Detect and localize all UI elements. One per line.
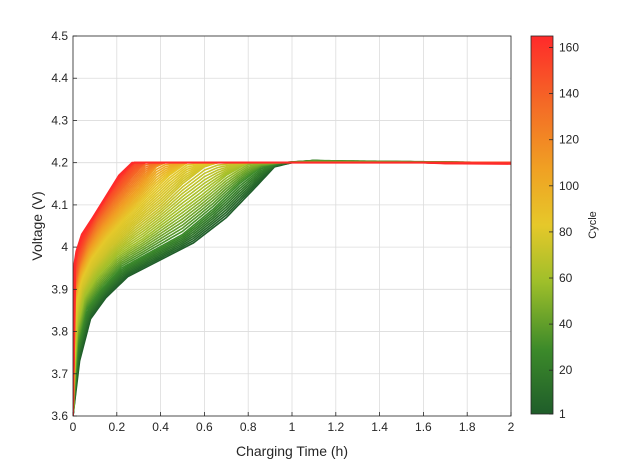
colorbar-tick-label: 20	[559, 363, 573, 377]
x-tick-label: 1.4	[371, 420, 388, 434]
colorbar-label: Cycle	[587, 211, 599, 239]
x-tick-label: 1.2	[327, 420, 344, 434]
x-axis-ticks: 0 0.2 0.4 0.6 0.8 1 1.2 1.4 1.6 1.8 2	[70, 412, 515, 434]
y-tick-label: 4.4	[51, 71, 68, 85]
y-tick-label: 4	[61, 240, 68, 254]
y-tick-label: 3.9	[51, 282, 68, 296]
y-tick-label: 4.1	[51, 198, 68, 212]
x-tick-label: 0.2	[108, 420, 125, 434]
y-axis-label: Voltage (V)	[29, 191, 45, 260]
y-tick-label: 3.6	[51, 409, 68, 423]
x-tick-label: 0	[70, 420, 77, 434]
colorbar-tick-label: 120	[559, 133, 579, 147]
y-tick-label: 4.5	[51, 29, 68, 43]
y-tick-label: 4.2	[51, 156, 68, 170]
colorbar-tick-label: 60	[559, 271, 573, 285]
y-tick-label: 3.8	[51, 325, 68, 339]
colorbar-tick-label: 160	[559, 41, 579, 55]
y-axis-ticks: 3.6 3.7 3.8 3.9 4 4.1 4.2 4.3 4.4 4.5	[51, 29, 77, 423]
colorbar	[530, 35, 554, 415]
x-tick-label: 0.6	[196, 420, 213, 434]
x-tick-label: 1.8	[459, 420, 476, 434]
y-tick-label: 4.3	[51, 113, 68, 127]
x-tick-label: 2	[508, 420, 515, 434]
x-tick-label: 1.6	[415, 420, 432, 434]
colorbar-tick-label: 1	[559, 407, 566, 421]
y-tick-label: 3.7	[51, 367, 68, 381]
x-axis-label: Charging Time (h)	[236, 443, 348, 459]
colorbar-tick-label: 140	[559, 87, 579, 101]
x-tick-label: 1	[289, 420, 296, 434]
x-tick-label: 0.8	[240, 420, 257, 434]
x-tick-label: 0.4	[152, 420, 169, 434]
voltage-curves	[73, 159, 511, 416]
colorbar-tick-label: 40	[559, 317, 573, 331]
colorbar-tick-label: 80	[559, 225, 573, 239]
voltage-curve	[73, 161, 511, 416]
colorbar-tick-label: 100	[559, 179, 579, 193]
